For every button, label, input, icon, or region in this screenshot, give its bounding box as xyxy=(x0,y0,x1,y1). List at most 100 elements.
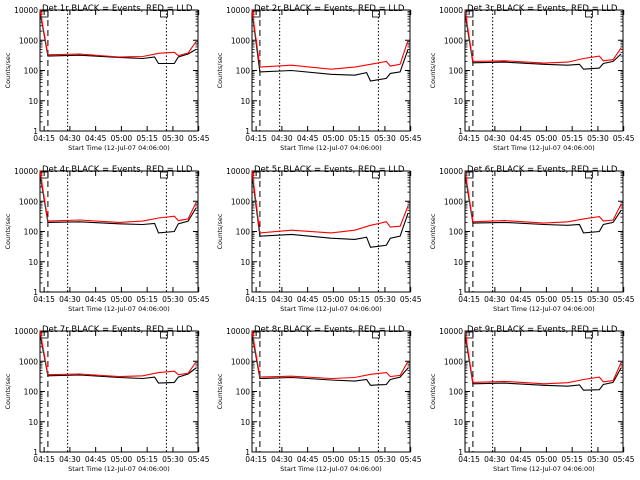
y-tick-label: 10 xyxy=(28,418,38,427)
y-tick-label: 10000 xyxy=(14,6,38,15)
plot-panel-7: Det 7r BLACK = Events, RED = LLD 1 10 100 10… xyxy=(4,325,210,473)
x-tick-label: 04:15 xyxy=(33,134,55,143)
series-line-events xyxy=(251,173,409,248)
y-tick-label: 1 xyxy=(245,448,250,457)
x-tick-label: 05:45 xyxy=(613,134,635,143)
x-tick-label: 05:45 xyxy=(188,134,210,143)
x-tick-label: 04:15 xyxy=(458,134,480,143)
x-tick-label: 04:30 xyxy=(484,134,506,143)
x-tick-label: 04:30 xyxy=(271,134,293,143)
y-tick-label: 100 xyxy=(24,388,39,397)
y-tick-label: 100 xyxy=(24,67,39,76)
y-tick-label: 100 xyxy=(449,228,464,237)
y-tick-label: 10 xyxy=(28,258,38,267)
plot-panel-1: Det 1r BLACK = Events, RED = LLD 1 10 100 10… xyxy=(4,4,210,152)
x-tick-label: 05:00 xyxy=(111,134,133,143)
x-tick-label: 04:15 xyxy=(458,455,480,464)
y-tick-label: 100 xyxy=(24,228,39,237)
plot-panel-5: Det 5r BLACK = Events, RED = LLD 1 10 100 10… xyxy=(216,165,422,313)
plot-panel-9: Det 9r BLACK = Events, RED = LLD 1 10 100 10… xyxy=(429,325,635,473)
y-tick-label: 1 xyxy=(458,448,463,457)
x-tick-label: 04:30 xyxy=(271,295,293,304)
y-tick-label: 1000 xyxy=(444,197,463,206)
x-tick-label: 05:30 xyxy=(374,295,396,304)
x-tick-label: 05:15 xyxy=(348,134,370,143)
x-tick-label: 05:45 xyxy=(188,455,210,464)
x-tick-label: 05:30 xyxy=(162,134,184,143)
top-marker-box xyxy=(585,171,593,179)
y-tick-label: 10 xyxy=(28,97,38,106)
series-line-lld xyxy=(39,330,197,378)
x-tick-label: 05:00 xyxy=(111,455,133,464)
y-tick-label: 1000 xyxy=(231,36,250,45)
x-tick-label: 05:45 xyxy=(188,295,210,304)
x-tick-label: 05:45 xyxy=(400,134,422,143)
x-tick-label: 05:45 xyxy=(400,455,422,464)
y-tick-label: 10000 xyxy=(439,327,463,336)
x-axis-label: Start Time (12-Jul-07 04:06:00) xyxy=(68,305,170,313)
series-line-events xyxy=(39,11,197,65)
y-tick-label: 10000 xyxy=(226,167,250,176)
x-tick-label: 05:30 xyxy=(587,295,609,304)
top-marker-box xyxy=(372,331,380,339)
series-line-events xyxy=(251,11,409,82)
y-tick-label: 1000 xyxy=(231,357,250,366)
x-tick-label: 05:30 xyxy=(162,295,184,304)
x-tick-label: 04:45 xyxy=(510,134,532,143)
x-tick-label: 04:30 xyxy=(484,295,506,304)
x-tick-label: 05:15 xyxy=(561,295,583,304)
x-tick-label: 04:30 xyxy=(484,455,506,464)
plot-frame xyxy=(251,330,411,453)
plot-frame xyxy=(464,9,624,132)
x-tick-label: 04:45 xyxy=(297,295,319,304)
y-tick-label: 1000 xyxy=(19,36,38,45)
x-tick-label: 05:00 xyxy=(536,134,558,143)
plot-title: Det 5r BLACK = Events, RED = LLD xyxy=(254,165,405,175)
y-tick-label: 100 xyxy=(236,228,251,237)
x-tick-label: 04:45 xyxy=(510,295,532,304)
plot-title: Det 2r BLACK = Events, RED = LLD xyxy=(254,4,405,14)
series-line-events xyxy=(39,173,197,234)
y-tick-label: 10 xyxy=(240,97,250,106)
series-line-events xyxy=(464,173,622,234)
y-axis-label: Counts/sec xyxy=(429,52,437,88)
y-axis-label: Counts/sec xyxy=(216,213,224,249)
x-tick-label: 05:00 xyxy=(323,134,345,143)
x-tick-label: 04:45 xyxy=(510,455,532,464)
y-tick-label: 1 xyxy=(33,127,38,136)
top-marker-box xyxy=(160,331,168,339)
series-line-lld xyxy=(464,9,622,64)
plot-panel-2: Det 2r BLACK = Events, RED = LLD 1 10 100 10… xyxy=(216,4,422,152)
y-tick-label: 1 xyxy=(458,127,463,136)
plot-frame xyxy=(464,330,624,453)
x-tick-label: 05:45 xyxy=(613,455,635,464)
y-tick-label: 1000 xyxy=(444,36,463,45)
x-tick-label: 04:15 xyxy=(33,295,55,304)
x-tick-label: 05:00 xyxy=(111,295,133,304)
y-tick-label: 1 xyxy=(458,288,463,297)
y-tick-label: 10000 xyxy=(14,327,38,336)
top-marker-box xyxy=(372,10,380,18)
x-tick-label: 05:00 xyxy=(323,295,345,304)
x-tick-label: 05:15 xyxy=(136,134,158,143)
series-line-events xyxy=(251,333,409,386)
x-axis-label: Start Time (12-Jul-07 04:06:00) xyxy=(493,144,595,152)
series-line-lld xyxy=(39,9,197,58)
plot-frame xyxy=(39,330,199,453)
y-tick-label: 10 xyxy=(453,97,463,106)
plot-panel-8: Det 8r BLACK = Events, RED = LLD 1 10 100 10… xyxy=(216,325,422,473)
y-tick-label: 10000 xyxy=(226,327,250,336)
x-tick-label: 04:45 xyxy=(85,134,107,143)
x-tick-label: 05:15 xyxy=(348,295,370,304)
x-tick-label: 04:45 xyxy=(297,455,319,464)
x-tick-label: 05:30 xyxy=(374,455,396,464)
x-tick-label: 05:00 xyxy=(536,455,558,464)
y-tick-label: 1 xyxy=(33,448,38,457)
y-tick-label: 1000 xyxy=(19,197,38,206)
y-axis-label: Counts/sec xyxy=(4,373,12,409)
x-tick-label: 05:00 xyxy=(536,295,558,304)
y-tick-label: 10 xyxy=(240,258,250,267)
y-tick-label: 10 xyxy=(453,418,463,427)
y-tick-label: 1000 xyxy=(231,197,250,206)
